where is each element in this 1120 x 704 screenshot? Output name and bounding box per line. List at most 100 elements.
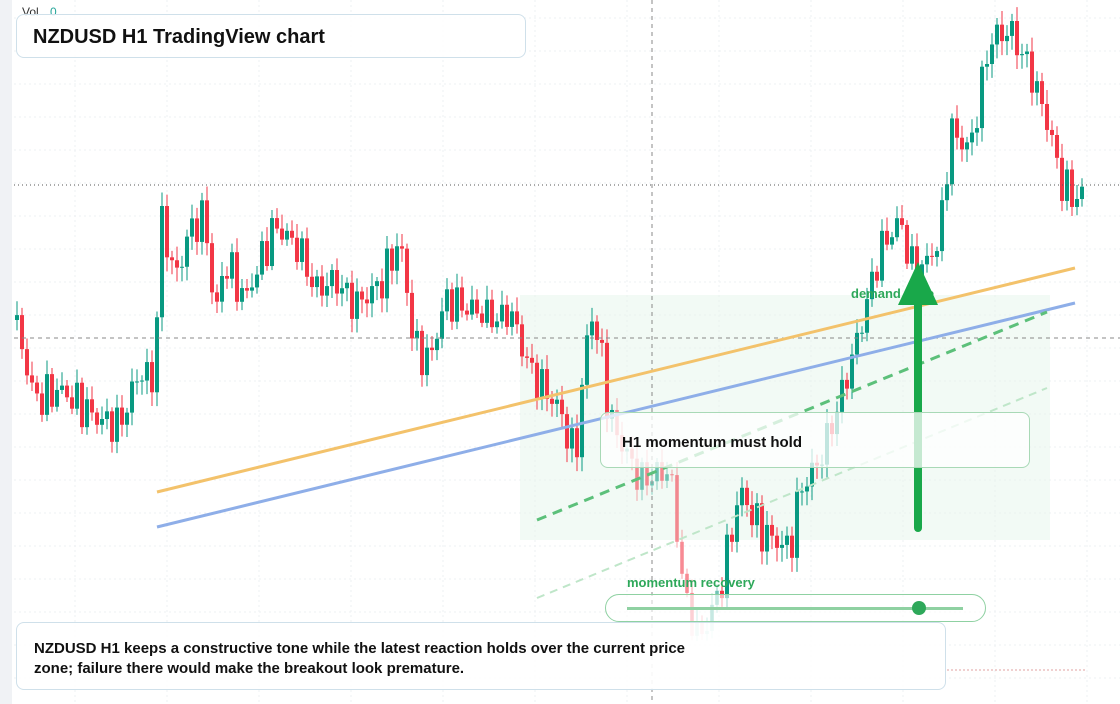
candle-body xyxy=(475,299,479,314)
candle-body xyxy=(935,251,939,257)
candle-body xyxy=(740,487,744,506)
candle-body xyxy=(170,257,174,261)
candle-body xyxy=(745,487,749,506)
candle-body xyxy=(360,291,364,300)
candle-body xyxy=(970,132,974,143)
candle-body xyxy=(585,335,589,385)
candle-body xyxy=(725,534,729,599)
candle-body xyxy=(460,287,464,311)
candle-body xyxy=(310,276,314,288)
candle-body xyxy=(435,338,439,351)
candle-body xyxy=(445,289,449,312)
candle-body xyxy=(425,347,429,376)
candle-body xyxy=(280,228,284,240)
candle-body xyxy=(555,399,559,404)
candle-body xyxy=(125,412,129,425)
candle-body xyxy=(275,218,279,229)
note: NZDUSD H1 keeps a constructive tone whil… xyxy=(34,640,686,677)
candle-body xyxy=(845,379,849,389)
candle-body xyxy=(450,289,454,322)
candle-body xyxy=(400,246,404,249)
candle-body xyxy=(940,200,944,252)
candle-body xyxy=(550,398,554,404)
candle-body xyxy=(200,200,204,242)
candle-body xyxy=(570,428,574,449)
candle-body xyxy=(465,310,469,315)
candle-body xyxy=(535,362,539,399)
candle-body xyxy=(600,339,604,343)
candle-body xyxy=(885,230,889,245)
candle-body xyxy=(880,230,884,281)
candle-body xyxy=(215,292,219,302)
candle-body xyxy=(810,462,814,487)
candle-body xyxy=(910,246,914,264)
candle-body xyxy=(520,324,524,357)
note-box: NZDUSD H1 keeps a constructive tone whil… xyxy=(16,622,946,690)
candle-body xyxy=(780,544,784,548)
candle-body xyxy=(405,248,409,293)
candle-body xyxy=(375,281,379,287)
vol-value: 0 xyxy=(50,5,57,19)
candle-body xyxy=(315,276,319,288)
candle-body xyxy=(525,356,529,358)
candle-body xyxy=(340,288,344,294)
candle-body xyxy=(635,458,639,490)
candle-body xyxy=(730,534,734,542)
candle-body xyxy=(145,362,149,381)
candle-body xyxy=(560,399,564,415)
candle-body xyxy=(965,142,969,150)
candle-body xyxy=(485,299,489,323)
candle-body xyxy=(1010,21,1014,36)
candle-body xyxy=(565,414,569,449)
candle-body xyxy=(930,255,934,257)
callout: H1 momentum must hold xyxy=(622,434,803,451)
candle-body xyxy=(1040,81,1044,105)
candle-body xyxy=(540,369,544,399)
candle-body xyxy=(1055,135,1059,158)
title: NZDUSD H1 TradingView chart xyxy=(33,26,325,48)
candle-body xyxy=(45,374,49,415)
candle-body xyxy=(70,397,74,409)
candle-body xyxy=(290,230,294,238)
candle-body xyxy=(90,399,94,413)
candle-body xyxy=(195,218,199,242)
candle-body xyxy=(1020,54,1024,56)
candle-body xyxy=(410,292,414,339)
candle-body xyxy=(390,248,394,271)
candle-body xyxy=(330,270,334,287)
candle-body xyxy=(120,407,124,425)
candle-body xyxy=(190,218,194,237)
candle-body xyxy=(385,248,389,299)
candle-body xyxy=(590,321,594,336)
candle-body xyxy=(110,411,114,442)
candle-body xyxy=(480,313,484,323)
candle-body xyxy=(925,255,929,265)
candle-body xyxy=(500,304,504,322)
candle-body xyxy=(905,224,909,264)
candle-body xyxy=(865,299,869,333)
candle-body xyxy=(240,288,244,302)
candle-body xyxy=(575,428,579,458)
candle-body xyxy=(270,218,274,267)
candle-body xyxy=(805,486,809,492)
candle-body xyxy=(985,64,989,67)
candle-body xyxy=(510,311,514,327)
slider-label: momentum recovery xyxy=(627,575,755,590)
candle-body xyxy=(735,505,739,542)
candle-body xyxy=(325,286,329,296)
candle-body xyxy=(860,332,864,334)
candle-body xyxy=(265,241,269,267)
candle-body xyxy=(655,462,659,482)
candle-body xyxy=(595,321,599,340)
candle-body xyxy=(1075,199,1079,207)
candle-body xyxy=(140,380,144,382)
slider[interactable] xyxy=(605,594,986,622)
candle-body xyxy=(795,491,799,558)
slider-knob[interactable] xyxy=(912,601,926,615)
candle-body xyxy=(35,382,39,394)
candle-body xyxy=(15,315,19,320)
candle-body xyxy=(765,524,769,552)
candle-body xyxy=(775,535,779,548)
candle-body xyxy=(980,66,984,129)
